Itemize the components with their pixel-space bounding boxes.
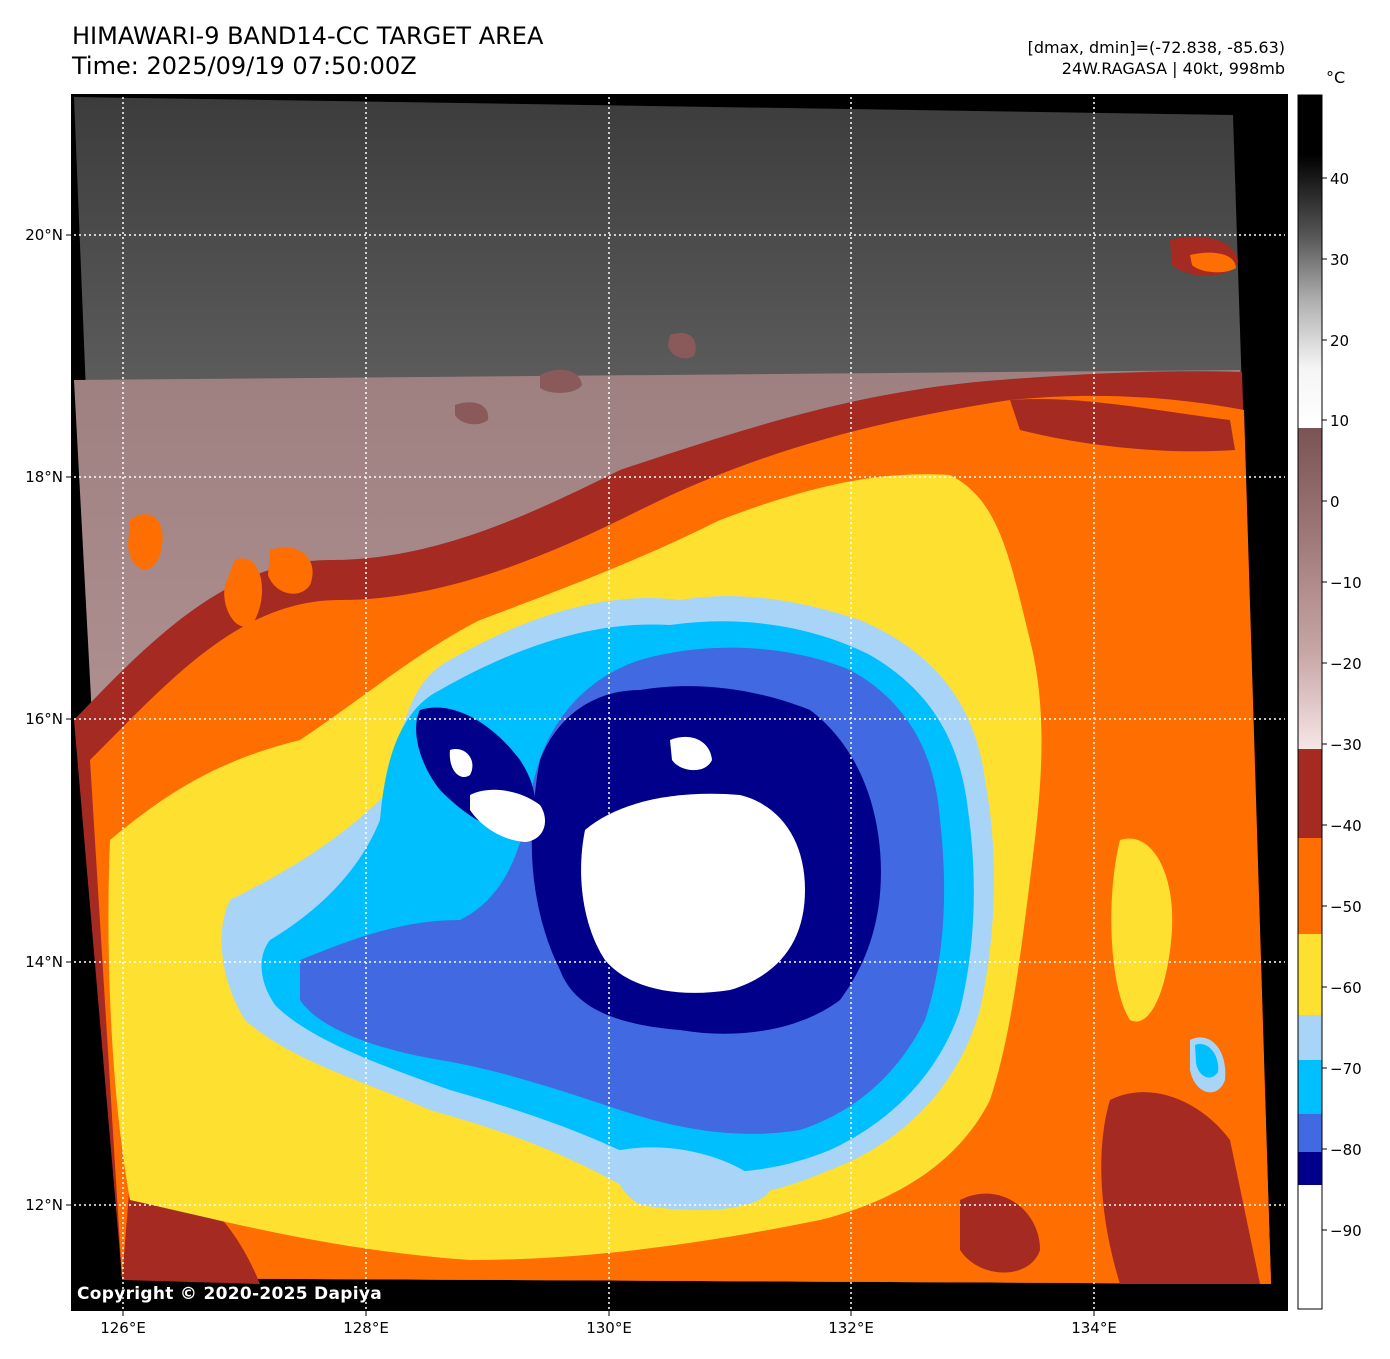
lat-label-18n: 18°N (25, 468, 63, 486)
colorbar-tick: 30 (1330, 251, 1349, 269)
lon-label-132e: 132°E (828, 1319, 874, 1337)
colorbar: 40 30 20 10 0 −10 −20 −30 −40 −50 −60 −7… (1297, 94, 1362, 1310)
colorbar-tick: 20 (1330, 332, 1349, 350)
colorbar-tick: 40 (1330, 170, 1349, 188)
lon-label-130e: 130°E (586, 1319, 632, 1337)
colorbar-tick: −90 (1330, 1222, 1362, 1240)
lat-label-16n: 16°N (25, 710, 63, 728)
colorbar-tick: −20 (1330, 655, 1362, 673)
lat-label-14n: 14°N (25, 953, 63, 971)
colorbar-tick: −60 (1330, 979, 1362, 997)
lon-label-134e: 134°E (1071, 1319, 1117, 1337)
colorbar-unit: °C (1326, 68, 1346, 87)
graticule (74, 97, 1285, 1310)
lat-label-20n: 20°N (25, 226, 63, 244)
colorbar-tick: −80 (1330, 1141, 1362, 1159)
colorbar-tick: −40 (1330, 817, 1362, 835)
temperature-range: [dmax, dmin]=(-72.838, -85.63) (1027, 38, 1285, 57)
image-title: HIMAWARI-9 BAND14-CC TARGET AREA (72, 22, 544, 50)
colorbar-tick: 0 (1330, 493, 1340, 511)
lon-label-126e: 126°E (100, 1319, 146, 1337)
storm-info: 24W.RAGASA | 40kt, 998mb (1061, 59, 1285, 78)
imagery-layer (74, 97, 1271, 1284)
colorbar-tick: −30 (1330, 736, 1362, 754)
latitude-axis: 20°N 18°N 16°N 14°N 12°N (25, 226, 72, 1214)
colorbar-tick: −50 (1330, 898, 1362, 916)
copyright-notice: Copyright © 2020-2025 Dapiya (77, 1284, 382, 1304)
colorbar-tick: 10 (1330, 412, 1349, 430)
image-time: Time: 2025/09/19 07:50:00Z (72, 52, 417, 80)
lat-label-12n: 12°N (25, 1196, 63, 1214)
colorbar-tick: −70 (1330, 1060, 1362, 1078)
map-frame (71, 94, 1288, 1311)
longitude-axis: 126°E 128°E 130°E 132°E 134°E (100, 1310, 1117, 1337)
colorbar-tick: −10 (1330, 574, 1362, 592)
lon-label-128e: 128°E (343, 1319, 389, 1337)
